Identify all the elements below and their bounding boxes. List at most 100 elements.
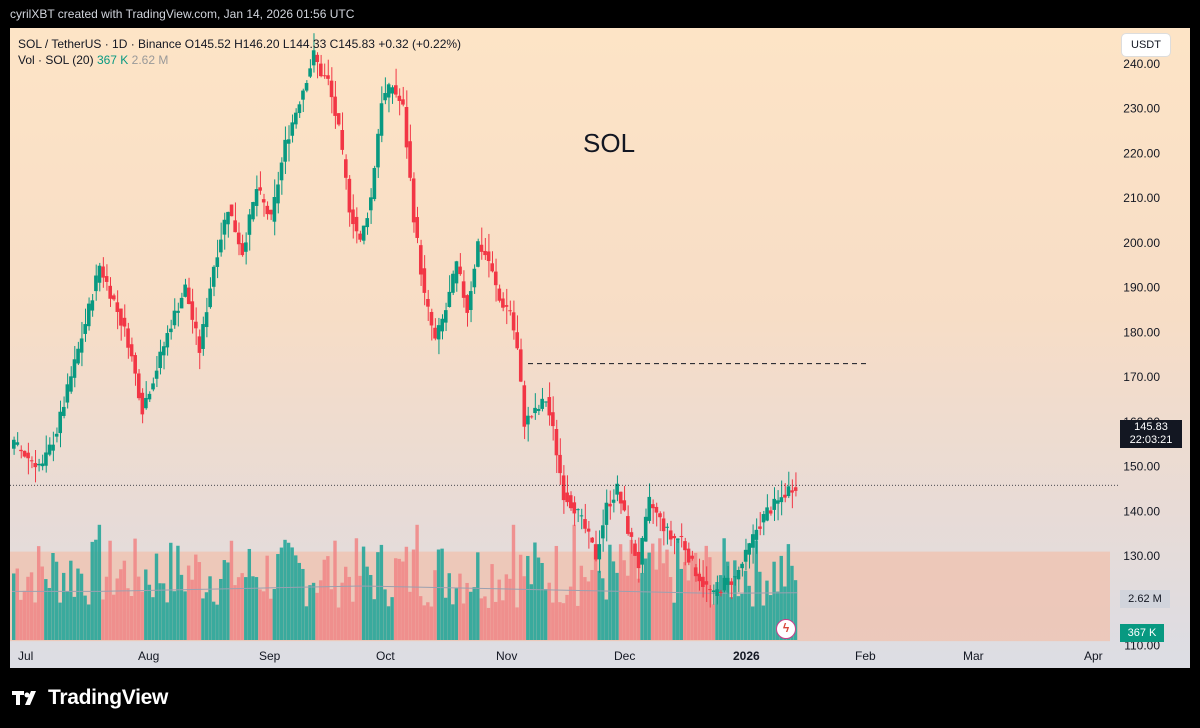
symbol-name[interactable]: SOL / TetherUS · 1D · Binance [18,37,182,51]
candle-body [108,285,112,299]
volume-bar [551,602,555,640]
volume-bar [204,592,209,640]
candle-body [336,113,341,125]
candle-body [451,273,455,293]
candle-body [115,302,120,312]
candle-body [190,301,195,320]
volume-bar [676,539,680,640]
volume-bar [172,591,177,640]
candle-body [426,298,430,307]
volume-ma-line [12,585,798,594]
currency-button[interactable]: USDT [1122,34,1170,56]
candle-body [654,506,659,513]
volume-bar [608,544,612,640]
volume-bar [611,561,616,640]
volume-bar [115,578,119,640]
volume-bar [233,585,237,640]
candle-body [565,492,569,503]
chart-annotation-text: SOL [583,128,636,158]
x-axis-label: Dec [614,649,635,663]
chart-canvas[interactable]: 240.00 230.00 220.00 210.00 200.00 190.00 180.… [10,28,1190,668]
candle-body [47,444,52,455]
price-chart[interactable]: 240.00 230.00 220.00 210.00 200.00 190.00 180.… [10,28,1190,668]
volume-bar [583,577,587,640]
candle-body [319,63,323,77]
volume-bar [572,524,576,640]
candle-body [633,543,637,556]
candle-body [672,535,677,539]
candle-body [579,515,584,517]
candle-body [601,525,605,539]
y-tick-label: 150.00 [1123,460,1160,474]
volume-bar [222,560,227,640]
volume-bar [793,580,798,640]
candle-body [383,93,387,101]
volume-bar [790,565,794,640]
volume-bar [158,583,162,640]
volume-bar [101,599,105,640]
tradingview-brand[interactable]: TradingView [12,686,168,710]
candle-body [94,275,98,292]
candle-body [361,225,366,241]
candle-body [690,555,694,559]
candle-body [729,581,734,585]
volume-bar [336,607,341,640]
candle-body [247,214,252,235]
volume-bar [361,546,366,640]
candle-body [379,103,384,136]
x-axis-label: Apr [1084,649,1103,663]
candle-body [86,303,91,327]
candle-body [129,344,134,357]
candle-body [315,54,320,63]
volume-bar [104,576,109,640]
volume-bar [226,562,230,640]
volume-bar [122,560,127,640]
candle-body [201,324,205,349]
candle-body [679,536,684,538]
volume-bar [718,575,723,640]
volume-bar [501,600,505,640]
volume-bar [36,546,41,640]
volume-bar [754,540,758,640]
candle-body [51,444,55,451]
candle-body [258,187,262,191]
volume-bar [468,591,473,640]
volume-bar [194,554,198,640]
candle-body [629,532,634,537]
volume-bar [504,574,509,640]
candle-body [779,497,784,503]
volume-bar [308,585,312,640]
volume-bar [490,564,494,640]
lightning-icon[interactable]: ϟ [776,619,796,639]
volume-bar [322,559,326,640]
candle-body [558,454,562,474]
candle-body [61,406,66,416]
volume-bar [747,585,751,640]
candle-body [515,332,519,349]
volume-bar [393,558,398,640]
candle-body [261,199,266,203]
candle-body [211,266,216,287]
candle-body [136,373,141,399]
volume-bar [379,544,384,640]
candle-body [79,338,84,353]
candle-body [347,178,352,213]
candle-body [479,244,484,252]
candle-body [297,104,302,114]
candle-body [76,348,80,364]
volume-bar [547,582,551,640]
ohlc-change: +0.32 (+0.22%) [378,37,462,51]
candle-body [683,541,687,551]
candle-body [622,500,627,511]
volume-label[interactable]: Vol · SOL (20) [18,53,94,67]
volume-bar [750,606,755,640]
volume-bar [451,604,455,640]
candle-body [618,491,623,504]
volume-bar [276,554,280,640]
candle-body [340,130,345,150]
candle-body [344,159,348,178]
candle-body [768,510,773,514]
volume-bar [493,601,498,640]
volume-bar [358,575,362,640]
candle-body [743,549,748,562]
